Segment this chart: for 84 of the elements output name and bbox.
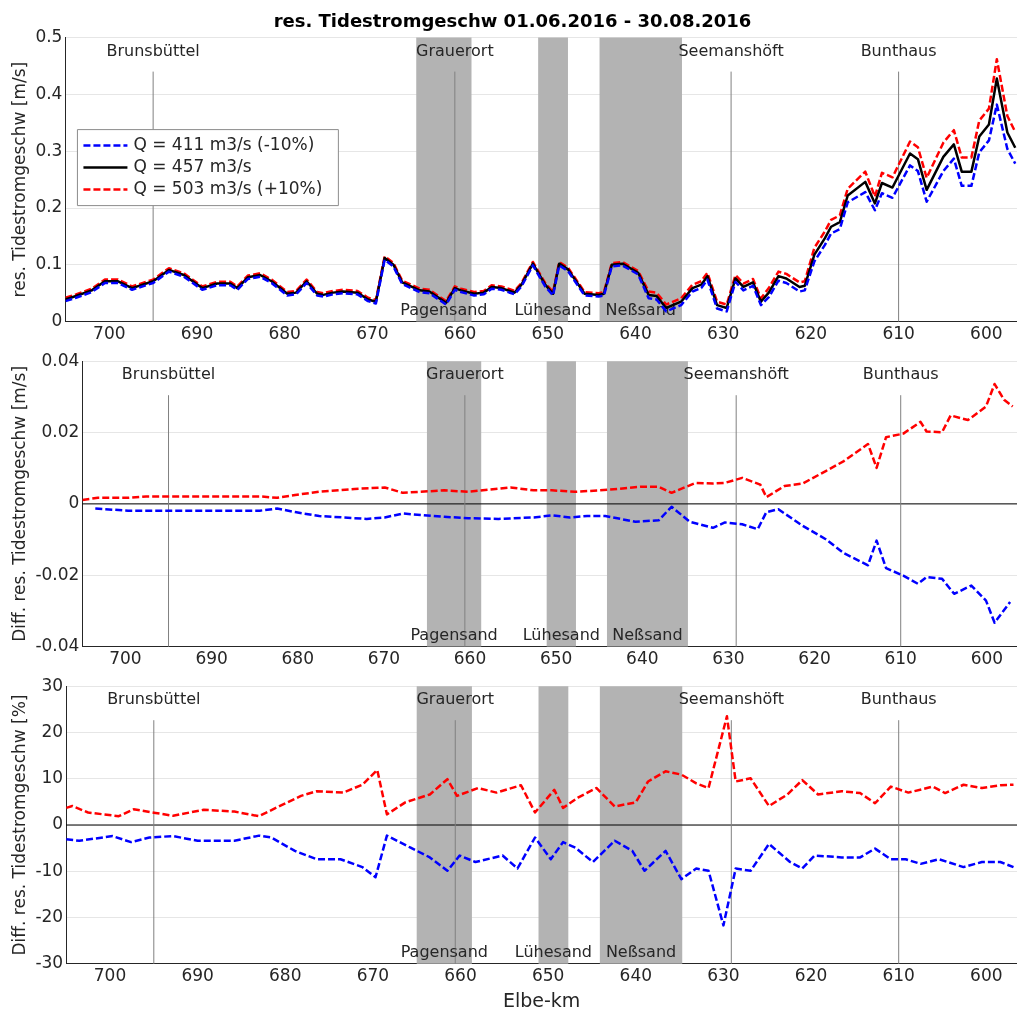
line-series xyxy=(94,505,1012,624)
ref-line-label: Grauerort xyxy=(416,689,495,709)
x-tick-label: 620 xyxy=(798,648,831,669)
x-tick-label: 700 xyxy=(93,323,126,344)
x-tick-label: 600 xyxy=(970,648,1004,669)
x-tick-label: 630 xyxy=(707,965,740,986)
ref-line-label: Seemanshöft xyxy=(683,364,789,384)
y-tick-label: 0.3 xyxy=(35,139,63,160)
x-tick-label: 670 xyxy=(367,648,401,669)
x-tick-label: 640 xyxy=(619,323,652,344)
x-tick-label: 650 xyxy=(531,323,565,344)
band-label: Neßsand xyxy=(605,941,677,961)
x-tick-label: 660 xyxy=(444,965,477,986)
y-axis-title: res. Tidestromgeschw [m/s] xyxy=(8,61,29,298)
chart-title: res. Tidestromgeschw 01.06.2016 - 30.08.2016 xyxy=(273,10,752,32)
band-label: Neßsand xyxy=(612,624,683,644)
x-tick-label: 610 xyxy=(884,648,917,669)
x-tick-label: 690 xyxy=(181,965,214,986)
legend-label: Q = 503 m3/s (+10%) xyxy=(133,178,323,199)
y-tick-label: 0 xyxy=(68,492,80,513)
y-tick-label: 0.2 xyxy=(35,196,63,217)
line-series xyxy=(82,382,1014,502)
y-tick-label: 0 xyxy=(51,310,63,331)
y-tick-label: 0.5 xyxy=(35,26,63,47)
x-tick-label: 670 xyxy=(356,323,389,344)
ref-line-label: Brunsbüttel xyxy=(121,364,216,384)
ref-line-label: Bunthaus xyxy=(860,40,937,60)
x-tick-label: 700 xyxy=(109,648,142,669)
y-tick-label: -20 xyxy=(35,905,64,926)
y-tick-label: 30 xyxy=(41,674,64,695)
x-tick-label: 670 xyxy=(356,965,390,986)
band-label: Lühesand xyxy=(522,624,600,644)
y-tick-label: 20 xyxy=(41,720,64,741)
x-tick-label: 630 xyxy=(706,323,740,344)
y-tick-label: 0.1 xyxy=(35,253,63,274)
x-tick-label: 660 xyxy=(453,648,487,669)
x-tick-label: 680 xyxy=(281,648,314,669)
x-tick-label: 640 xyxy=(626,648,659,669)
ref-line-label: Bunthaus xyxy=(862,364,939,384)
x-tick-label: 690 xyxy=(195,648,228,669)
y-tick-label: -30 xyxy=(35,952,64,973)
y-tick-label: 10 xyxy=(41,767,64,788)
y-axis-title: Diff. res. Tidestromgeschw [%] xyxy=(8,694,29,956)
line-series xyxy=(66,715,1015,818)
x-axis-title: Elbe-km xyxy=(502,988,581,1011)
x-tick-label: 620 xyxy=(794,965,828,986)
legend-label: Q = 411 m3/s (-10%) xyxy=(133,134,315,155)
x-tick-label: 660 xyxy=(443,323,477,344)
legend-label: Q = 457 m3/s xyxy=(133,156,252,177)
x-tick-label: 600 xyxy=(970,965,1003,986)
y-tick-label: 0 xyxy=(52,813,64,834)
y-tick-label: 0.04 xyxy=(41,349,80,370)
ref-line-label: Bunthaus xyxy=(860,689,937,709)
x-tick-label: 630 xyxy=(712,648,745,669)
x-tick-label: 680 xyxy=(268,323,301,344)
ref-line-label: Grauerort xyxy=(426,364,504,384)
x-tick-label: 610 xyxy=(882,323,915,344)
ref-line-label: Grauerort xyxy=(416,40,494,60)
x-tick-label: 690 xyxy=(180,323,214,344)
y-axis-title: Diff. res. Tidestromgeschw [m/s] xyxy=(8,365,29,642)
band-label: Pagensand xyxy=(400,299,488,319)
x-tick-label: 650 xyxy=(531,965,565,986)
ref-line-label: Seemanshöft xyxy=(678,40,784,60)
x-tick-label: 650 xyxy=(539,648,573,669)
x-tick-label: 700 xyxy=(93,965,127,986)
x-tick-label: 680 xyxy=(269,965,302,986)
ref-line-label: Brunsbüttel xyxy=(107,689,201,709)
band-label: Lühesand xyxy=(514,299,592,319)
band-label: Neßsand xyxy=(605,299,676,319)
x-tick-label: 610 xyxy=(882,965,915,986)
x-tick-label: 620 xyxy=(794,323,828,344)
y-tick-label: -0.04 xyxy=(35,635,80,656)
band-label: Lühesand xyxy=(514,941,593,961)
y-tick-label: 0.4 xyxy=(35,82,63,103)
ref-line-label: Seemanshöft xyxy=(678,689,784,709)
x-tick-label: 640 xyxy=(619,965,653,986)
ref-line-label: Brunsbüttel xyxy=(106,40,200,60)
y-tick-label: -0.02 xyxy=(35,563,80,584)
band-label: Pagensand xyxy=(410,624,498,644)
band-label: Pagensand xyxy=(400,941,488,961)
y-tick-label: -10 xyxy=(35,859,64,880)
line-series xyxy=(66,834,1015,927)
x-tick-label: 600 xyxy=(970,323,1003,344)
y-tick-label: 0.02 xyxy=(41,420,80,441)
